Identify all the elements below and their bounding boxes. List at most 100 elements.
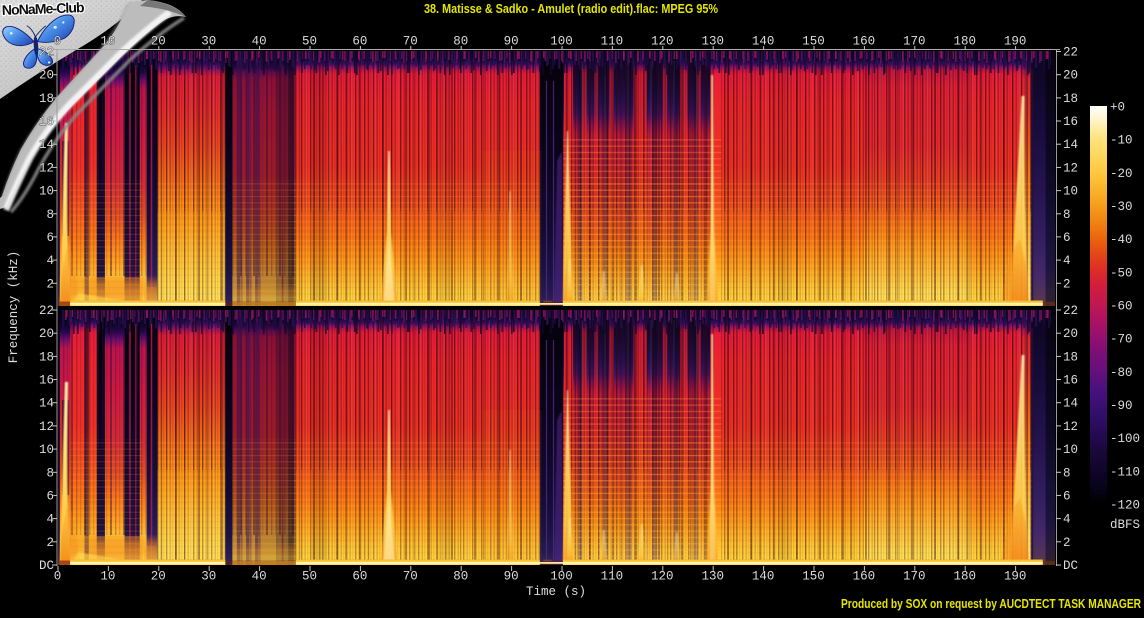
svg-text:20: 20 (1063, 69, 1078, 83)
svg-text:6: 6 (46, 489, 54, 503)
svg-text:-90: -90 (1110, 399, 1133, 413)
svg-text:70: 70 (403, 35, 418, 49)
svg-text:160: 160 (853, 35, 876, 49)
svg-text:6: 6 (1063, 489, 1071, 503)
svg-text:20: 20 (39, 69, 54, 83)
svg-text:2: 2 (46, 536, 54, 550)
svg-text:110: 110 (601, 35, 624, 49)
svg-text:50: 50 (302, 570, 317, 584)
svg-text:-60: -60 (1110, 300, 1133, 314)
svg-text:90: 90 (504, 35, 519, 49)
svg-text:14: 14 (39, 397, 54, 411)
svg-text:10: 10 (39, 443, 54, 457)
svg-text:22: 22 (39, 46, 54, 60)
svg-text:110: 110 (601, 570, 624, 584)
svg-text:16: 16 (1063, 115, 1078, 129)
svg-text:0: 0 (54, 35, 62, 49)
svg-text:6: 6 (1063, 231, 1071, 245)
svg-text:2: 2 (46, 277, 54, 291)
svg-text:-80: -80 (1110, 366, 1133, 380)
svg-text:4: 4 (1063, 513, 1071, 527)
svg-text:-50: -50 (1110, 266, 1133, 280)
svg-text:4: 4 (46, 513, 54, 527)
svg-text:10: 10 (1063, 185, 1078, 199)
svg-text:22: 22 (1063, 304, 1078, 318)
svg-text:130: 130 (701, 570, 724, 584)
svg-text:80: 80 (453, 570, 468, 584)
svg-text:Frequency (kHz): Frequency (kHz) (7, 251, 21, 364)
svg-text:4: 4 (46, 254, 54, 268)
svg-text:160: 160 (853, 570, 876, 584)
svg-text:12: 12 (39, 420, 54, 434)
svg-text:170: 170 (903, 570, 926, 584)
svg-text:10: 10 (1063, 443, 1078, 457)
svg-text:14: 14 (39, 138, 54, 152)
svg-text:16: 16 (1063, 374, 1078, 388)
svg-text:100: 100 (550, 570, 573, 584)
svg-text:180: 180 (953, 35, 976, 49)
svg-text:18: 18 (39, 350, 54, 364)
svg-text:14: 14 (1063, 397, 1078, 411)
svg-text:70: 70 (403, 570, 418, 584)
svg-text:140: 140 (752, 35, 775, 49)
svg-text:22: 22 (39, 304, 54, 318)
svg-text:22: 22 (1063, 46, 1078, 60)
svg-text:190: 190 (1004, 570, 1027, 584)
svg-text:20: 20 (39, 327, 54, 341)
svg-text:40: 40 (252, 35, 267, 49)
svg-text:+0: +0 (1110, 101, 1125, 115)
svg-text:30: 30 (201, 35, 216, 49)
svg-text:DC: DC (1063, 559, 1078, 573)
svg-text:130: 130 (701, 35, 724, 49)
svg-text:170: 170 (903, 35, 926, 49)
svg-text:190: 190 (1004, 35, 1027, 49)
svg-text:Time (s): Time (s) (526, 585, 586, 599)
svg-text:2: 2 (1063, 277, 1071, 291)
svg-text:2: 2 (1063, 536, 1071, 550)
svg-text:20: 20 (151, 35, 166, 49)
svg-text:-10: -10 (1110, 134, 1133, 148)
svg-text:-100: -100 (1110, 432, 1140, 446)
svg-text:8: 8 (46, 466, 54, 480)
svg-text:10: 10 (100, 35, 115, 49)
svg-text:150: 150 (802, 570, 825, 584)
svg-text:80: 80 (453, 35, 468, 49)
svg-text:150: 150 (802, 35, 825, 49)
svg-text:Produced by SOX on request by: Produced by SOX on request by AUCDTECT T… (841, 597, 1141, 611)
svg-text:60: 60 (352, 570, 367, 584)
svg-text:14: 14 (1063, 138, 1078, 152)
svg-text:-120: -120 (1110, 499, 1140, 513)
svg-text:100: 100 (550, 35, 573, 49)
svg-text:38. Matisse & Sadko - Amulet (: 38. Matisse & Sadko - Amulet (radio edit… (424, 2, 718, 16)
svg-text:30: 30 (201, 570, 216, 584)
svg-text:18: 18 (1063, 92, 1078, 106)
svg-text:-20: -20 (1110, 167, 1133, 181)
svg-text:120: 120 (651, 35, 674, 49)
svg-text:140: 140 (752, 570, 775, 584)
svg-text:-110: -110 (1110, 465, 1140, 479)
svg-text:8: 8 (1063, 208, 1071, 222)
svg-text:8: 8 (1063, 466, 1071, 480)
svg-text:20: 20 (1063, 327, 1078, 341)
svg-text:12: 12 (1063, 420, 1078, 434)
svg-text:18: 18 (1063, 350, 1078, 364)
svg-text:4: 4 (1063, 254, 1071, 268)
svg-text:8: 8 (46, 208, 54, 222)
svg-text:dBFS: dBFS (1110, 518, 1140, 532)
svg-text:16: 16 (39, 374, 54, 388)
svg-text:120: 120 (651, 570, 674, 584)
svg-text:20: 20 (151, 570, 166, 584)
svg-text:40: 40 (252, 570, 267, 584)
svg-text:-40: -40 (1110, 233, 1133, 247)
svg-text:16: 16 (39, 115, 54, 129)
svg-text:6: 6 (46, 231, 54, 245)
svg-text:-70: -70 (1110, 333, 1133, 347)
svg-text:10: 10 (39, 185, 54, 199)
svg-text:DC: DC (39, 559, 54, 573)
svg-text:-30: -30 (1110, 200, 1133, 214)
svg-text:12: 12 (39, 161, 54, 175)
svg-text:90: 90 (504, 570, 519, 584)
svg-text:NoNaMe-Club: NoNaMe-Club (2, 0, 85, 18)
svg-text:10: 10 (100, 570, 115, 584)
svg-text:0: 0 (54, 570, 62, 584)
